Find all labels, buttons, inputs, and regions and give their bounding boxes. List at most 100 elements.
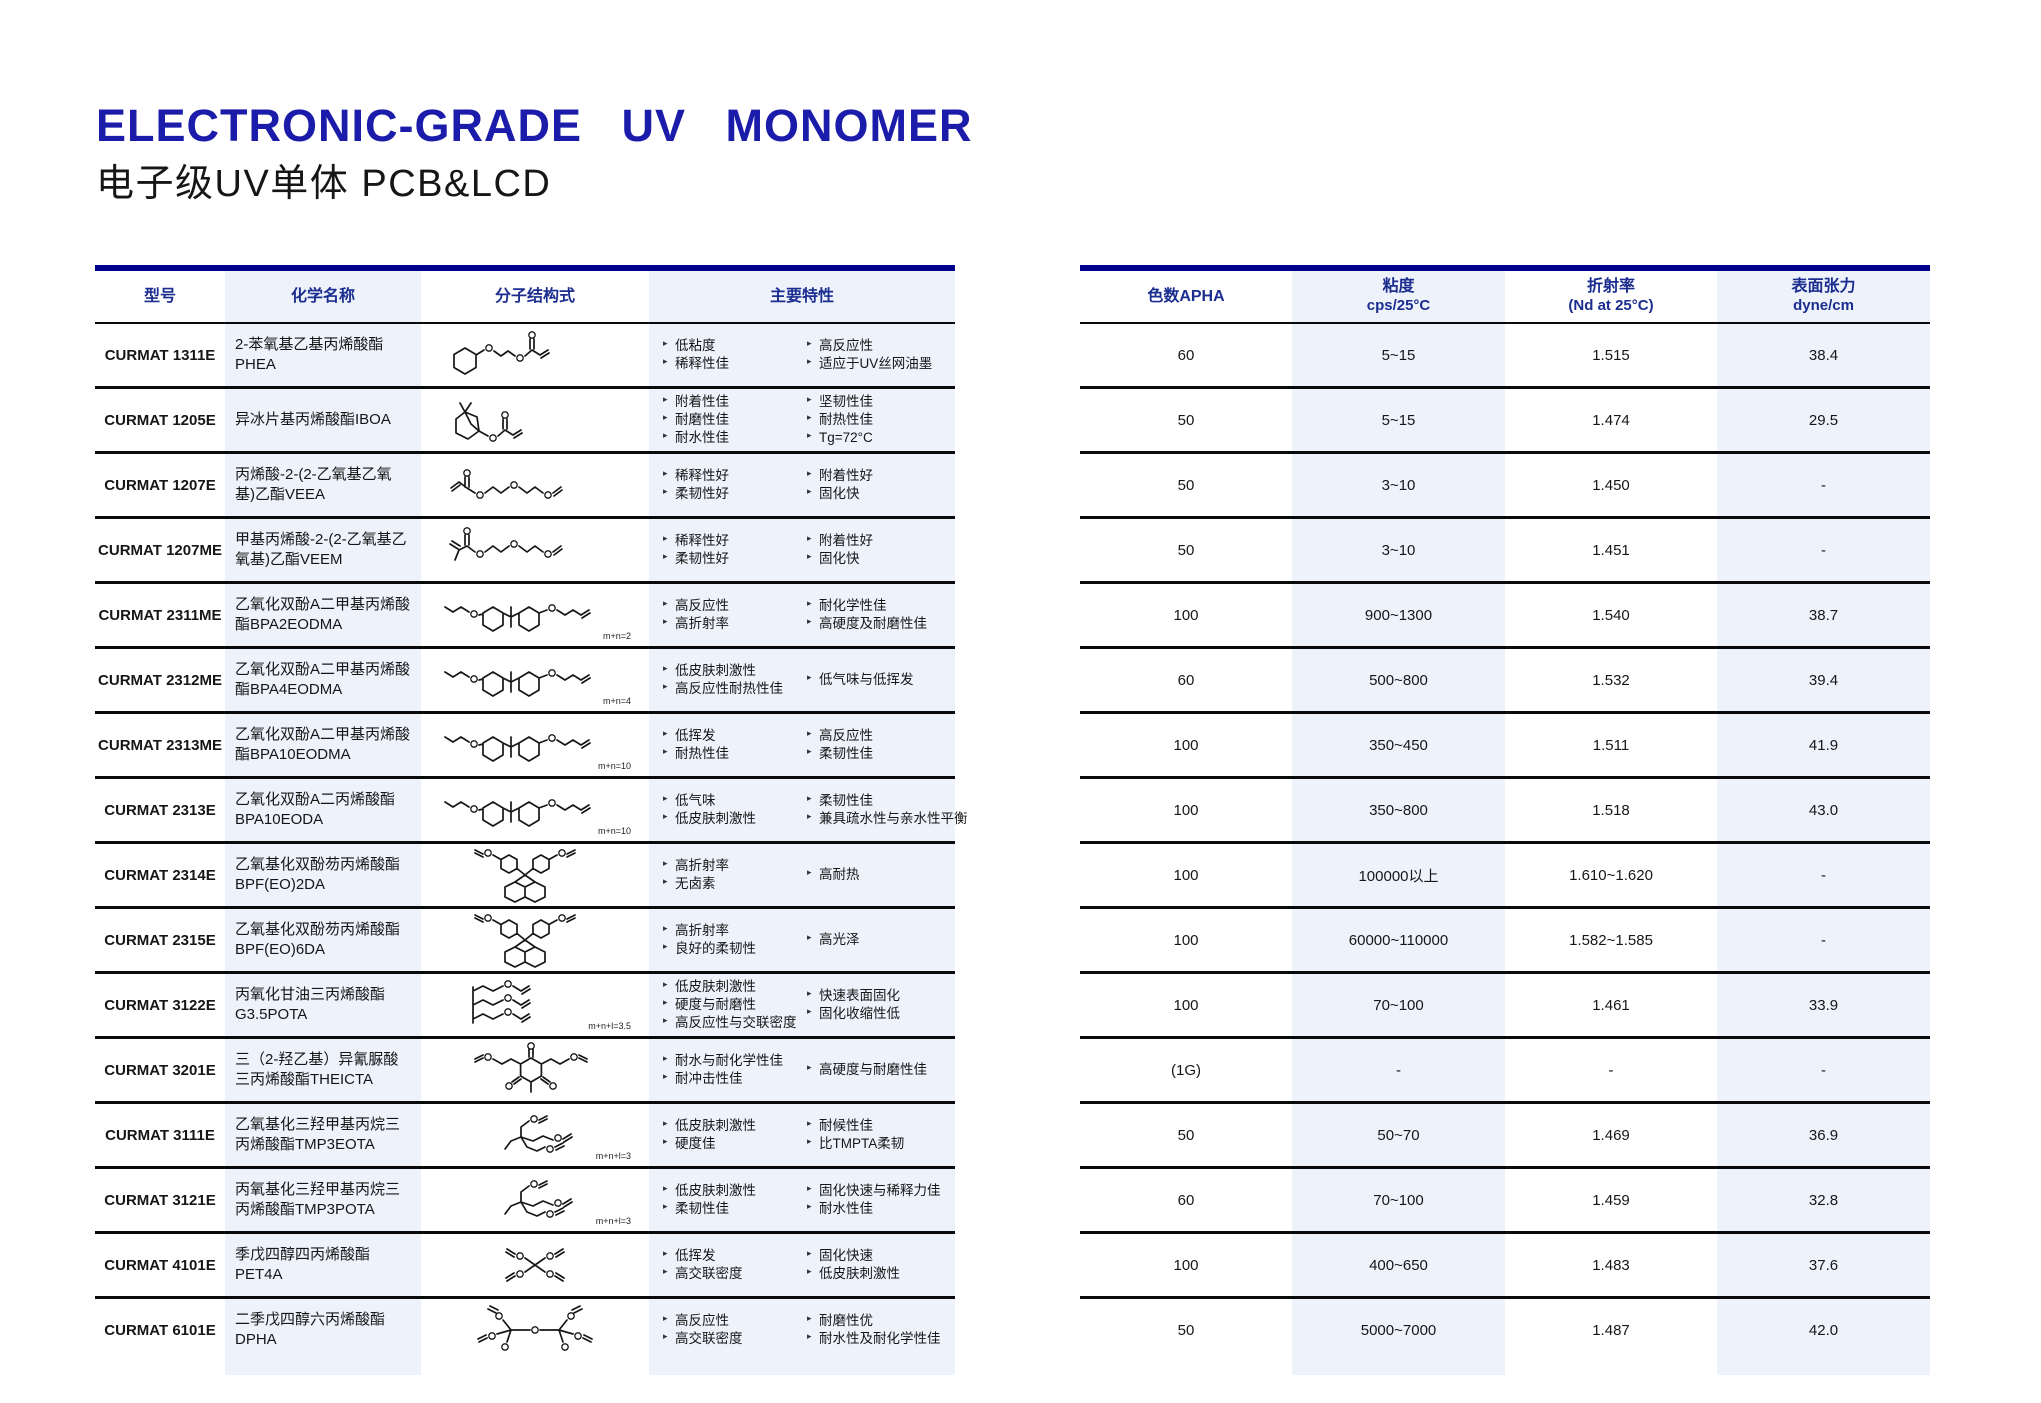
- model-cell: CURMAT 3201E: [104, 1061, 216, 1079]
- structure-label: m+n+l=3.5: [588, 1021, 631, 1031]
- feature-item: 高耐热: [807, 866, 860, 884]
- feature-item: 耐热性佳: [663, 745, 803, 763]
- model-cell: CURMAT 6101E: [104, 1321, 216, 1339]
- chemical-name-cell: 季戊四醇四丙烯酸酯PET4A: [225, 1234, 421, 1296]
- apha-cell: 100: [1173, 1256, 1199, 1274]
- surface-tension-cell: 42.0: [1717, 1299, 1930, 1361]
- properties-table-row: 100 400~650 1.483 37.6: [1080, 1234, 1930, 1299]
- feature-item: 耐水性佳: [663, 429, 803, 447]
- footer-spacer: [421, 1361, 649, 1375]
- chemical-name-cell: 乙氧化双酚A二甲基丙烯酸酯BPA10EODMA: [225, 714, 421, 776]
- viscosity-cell: 5~15: [1292, 324, 1505, 386]
- features-column-left: 低皮肤刺激性高反应性耐热性佳: [663, 662, 803, 698]
- chemical-name-cell: 异冰片基丙烯酸酯IBOA: [225, 389, 421, 451]
- molecular-structure-cell: [421, 454, 649, 516]
- feature-item: 高光泽: [807, 931, 860, 949]
- header-viscosity-label: 粘度: [1382, 278, 1415, 296]
- molecule-drawing: [504, 1115, 573, 1153]
- header-molecular-structure: 分子结构式: [494, 287, 575, 305]
- bisphenol-fluorene-structure-image: [435, 912, 635, 968]
- molecular-structure-cell: [421, 389, 649, 451]
- molecule-drawing: [450, 469, 563, 499]
- features-column-left: 高反应性高折射率: [663, 597, 803, 633]
- model-cell: CURMAT 2313E: [104, 801, 216, 819]
- feature-item: 快速表面固化: [807, 987, 900, 1005]
- features-cell: 稀释性好柔韧性好附着性好固化快: [649, 454, 955, 516]
- features-column-right: 耐磨性优耐水性及耐化学性佳: [807, 1312, 941, 1348]
- features-column-left: 高折射率无卤素: [663, 857, 803, 893]
- structure-label: m+n=4: [602, 696, 631, 706]
- features-column-right: 固化快速与稀释力佳耐水性佳: [807, 1182, 941, 1218]
- surface-tension-cell: 33.9: [1717, 974, 1930, 1036]
- molecular-structure-cell: m+n=4: [421, 649, 649, 711]
- features-column-left: 低挥发高交联密度: [663, 1247, 803, 1283]
- features-column-right: 固化快速低皮肤刺激性: [807, 1247, 900, 1283]
- feature-item: 硬度与耐磨性: [663, 996, 803, 1014]
- refractive-index-cell: 1.515: [1592, 346, 1630, 364]
- feature-item: 耐水与耐化学性佳: [663, 1052, 803, 1070]
- features-column-right: 附着性好固化快: [807, 467, 873, 503]
- properties-table: 色数APHA 粘度 cps/25°C 折射率 (Nd at 25°C) 表面张力…: [1080, 265, 1930, 1375]
- viscosity-cell: 3~10: [1292, 519, 1505, 581]
- surface-tension-cell: 43.0: [1717, 779, 1930, 841]
- surface-tension-cell: 29.5: [1717, 389, 1930, 451]
- molecular-structure-cell: m+n+l=3: [421, 1169, 649, 1231]
- monomer-table-row: CURMAT 2314E 乙氧基化双酚芴丙烯酸酯BPF(EO)2DA 高折射率无卤素…: [95, 844, 955, 909]
- structure-label: m+n=10: [597, 826, 631, 836]
- molecule-drawing: [444, 799, 591, 827]
- tmp-triacrylate-structure-image: [435, 1172, 635, 1228]
- molecule-drawing: [472, 980, 531, 1024]
- tmp-triacrylate-structure-image: [435, 1107, 635, 1163]
- properties-table-row: 50 5000~7000 1.487 42.0: [1080, 1299, 1930, 1361]
- features-column-left: 高折射率良好的柔韧性: [663, 922, 803, 958]
- model-cell: CURMAT 3122E: [104, 996, 216, 1014]
- molecular-structure-cell: [421, 909, 649, 971]
- feature-item: 高反应性: [807, 337, 932, 355]
- apha-cell: 100: [1173, 801, 1199, 819]
- features-column-left: 耐水与耐化学性佳耐冲击性佳: [663, 1052, 803, 1088]
- properties-table-row: 100 100000以上 1.610~1.620 -: [1080, 844, 1930, 909]
- properties-table-top-rule: [1080, 265, 1930, 271]
- chemical-name-cell: 乙氧基化双酚芴丙烯酸酯BPF(EO)2DA: [225, 844, 421, 906]
- refractive-index-cell: 1.487: [1592, 1321, 1630, 1339]
- bisphenol-fluorene-structure-image: [435, 847, 635, 903]
- feature-item: 耐冲击性佳: [663, 1070, 803, 1088]
- features-cell: 高折射率无卤素高耐热: [649, 844, 955, 906]
- molecule-drawing: [455, 402, 523, 442]
- molecular-structure-cell: m+n=10: [421, 714, 649, 776]
- feature-item: 无卤素: [663, 875, 803, 893]
- feature-item: 低挥发: [663, 727, 803, 745]
- properties-table-row: 100 900~1300 1.540 38.7: [1080, 584, 1930, 649]
- monomer-table-row: CURMAT 1207E 丙烯酸-2-(2-乙氧基乙氧基)乙酯VEEA 稀释性好柔韧…: [95, 454, 955, 519]
- model-cell: CURMAT 1207ME: [98, 541, 222, 559]
- feature-item: 高交联密度: [663, 1330, 803, 1348]
- apha-cell: 100: [1173, 931, 1199, 949]
- monomer-table-footer: [95, 1361, 955, 1375]
- molecule-drawing: [504, 1180, 573, 1218]
- structure-label: m+n+l=3: [595, 1216, 631, 1226]
- chemical-name-cell: 乙氧基化三羟甲基丙烷三丙烯酸酯TMP3EOTA: [225, 1104, 421, 1166]
- refractive-index-cell: 1.451: [1592, 541, 1630, 559]
- feature-item: 高反应性: [807, 727, 873, 745]
- feature-item: 耐磨性佳: [663, 411, 803, 429]
- molecular-structure-cell: [421, 324, 649, 386]
- header-refractive-index: 折射率 (Nd at 25°C): [1505, 271, 1717, 322]
- page-subtitle: 电子级UV单体 PCB&LCD: [96, 163, 552, 205]
- feature-item: 高折射率: [663, 857, 803, 875]
- surface-tension-cell: 37.6: [1717, 1234, 1930, 1296]
- properties-table-row: 50 3~10 1.451 -: [1080, 519, 1930, 584]
- feature-item: 比TMPTA柔韧: [807, 1135, 904, 1153]
- features-column-right: 快速表面固化固化收缩性低: [807, 987, 900, 1023]
- veea-chain-structure-image: [435, 457, 635, 513]
- feature-item: 柔韧性佳: [663, 1200, 803, 1218]
- refractive-index-cell: 1.474: [1592, 411, 1630, 429]
- model-cell: CURMAT 2311ME: [98, 606, 222, 624]
- footer-spacer: [1080, 1361, 1292, 1375]
- refractive-index-cell: 1.483: [1592, 1256, 1630, 1274]
- molecule-drawing: [474, 849, 576, 903]
- viscosity-cell: 500~800: [1292, 649, 1505, 711]
- chemical-name-cell: 乙氧化双酚A二丙烯酸酯BPA10EODA: [225, 779, 421, 841]
- refractive-index-cell: -: [1608, 1061, 1614, 1079]
- viscosity-cell: 5000~7000: [1292, 1299, 1505, 1361]
- model-cell: CURMAT 2312ME: [98, 671, 222, 689]
